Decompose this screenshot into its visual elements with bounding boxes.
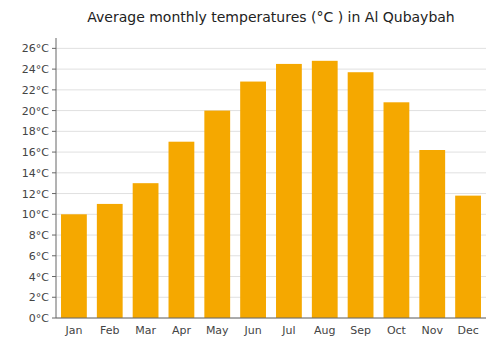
y-tick-label: 0°C <box>29 312 49 325</box>
x-tick-label: Sep <box>350 324 371 337</box>
x-ticks: Jan Feb Mar Apr May Jun Jul Aug Sep Oct Nov Dec <box>64 324 478 337</box>
bar <box>384 102 410 318</box>
y-tick <box>52 235 56 236</box>
y-tick <box>52 193 56 194</box>
y-axis-line <box>56 38 57 318</box>
y-tick <box>52 69 56 70</box>
y-tick-label: 4°C <box>29 271 49 284</box>
y-tick <box>52 172 56 173</box>
bars <box>61 61 481 318</box>
x-tick-label: Jul <box>281 324 295 337</box>
bar <box>419 150 445 318</box>
x-tick-label: Jun <box>243 324 261 337</box>
chart: 0°C 2°C 4°C 6°C 8°C 10°C 12°C 14°C 16°C 18°C 20°C 2… <box>0 0 500 350</box>
y-tick <box>52 131 56 132</box>
grid-line <box>56 110 486 111</box>
y-tick-label: 16°C <box>22 146 49 159</box>
bar <box>240 82 266 318</box>
bar <box>455 196 481 318</box>
bar <box>61 214 87 318</box>
grid-line <box>56 131 486 132</box>
y-tick-label: 8°C <box>29 229 49 242</box>
y-tick-label: 14°C <box>22 167 49 180</box>
grid-line <box>56 318 486 319</box>
y-tick <box>52 276 56 277</box>
x-tick-label: Oct <box>387 324 407 337</box>
bar <box>348 72 374 318</box>
y-tick <box>52 318 56 319</box>
y-tick-label: 2°C <box>29 291 49 304</box>
x-tick-label: Apr <box>172 324 192 337</box>
x-tick-label: Dec <box>457 324 478 337</box>
bar <box>276 64 302 318</box>
y-tick-label: 20°C <box>22 105 49 118</box>
title: Average monthly temperatures (°C ) in Al… <box>87 9 454 25</box>
y-tick <box>52 255 56 256</box>
bar <box>312 61 338 318</box>
y-ticks: 0°C 2°C 4°C 6°C 8°C 10°C 12°C 14°C 16°C 18°C 20°C 2… <box>22 42 56 325</box>
y-tick-label: 6°C <box>29 250 49 263</box>
x-tick-label: Mar <box>135 324 156 337</box>
y-tick <box>52 110 56 111</box>
y-tick <box>52 297 56 298</box>
bar <box>169 142 195 318</box>
x-tick-label: Feb <box>100 324 119 337</box>
y-tick <box>52 214 56 215</box>
grid-line <box>56 48 486 49</box>
chart-container: 0°C 2°C 4°C 6°C 8°C 10°C 12°C 14°C 16°C 18°C 20°C 2… <box>0 0 500 350</box>
y-tick-label: 18°C <box>22 125 49 138</box>
y-tick-label: 10°C <box>22 208 49 221</box>
y-tick <box>52 152 56 153</box>
x-tick-label: Nov <box>422 324 444 337</box>
y-tick-label: 26°C <box>22 42 49 55</box>
bar <box>204 111 230 318</box>
bar <box>133 183 159 318</box>
x-axis-line <box>56 318 486 319</box>
x-tick-label: Jan <box>64 324 82 337</box>
bar <box>97 204 123 318</box>
x-tick-label: Aug <box>314 324 335 337</box>
grid-line <box>56 89 486 90</box>
y-tick-label: 24°C <box>22 63 49 76</box>
y-tick <box>52 48 56 49</box>
y-tick-label: 12°C <box>22 188 49 201</box>
y-tick <box>52 89 56 90</box>
grid <box>56 48 486 318</box>
y-tick-label: 22°C <box>22 84 49 97</box>
grid-line <box>56 69 486 70</box>
x-tick-label: May <box>206 324 229 337</box>
